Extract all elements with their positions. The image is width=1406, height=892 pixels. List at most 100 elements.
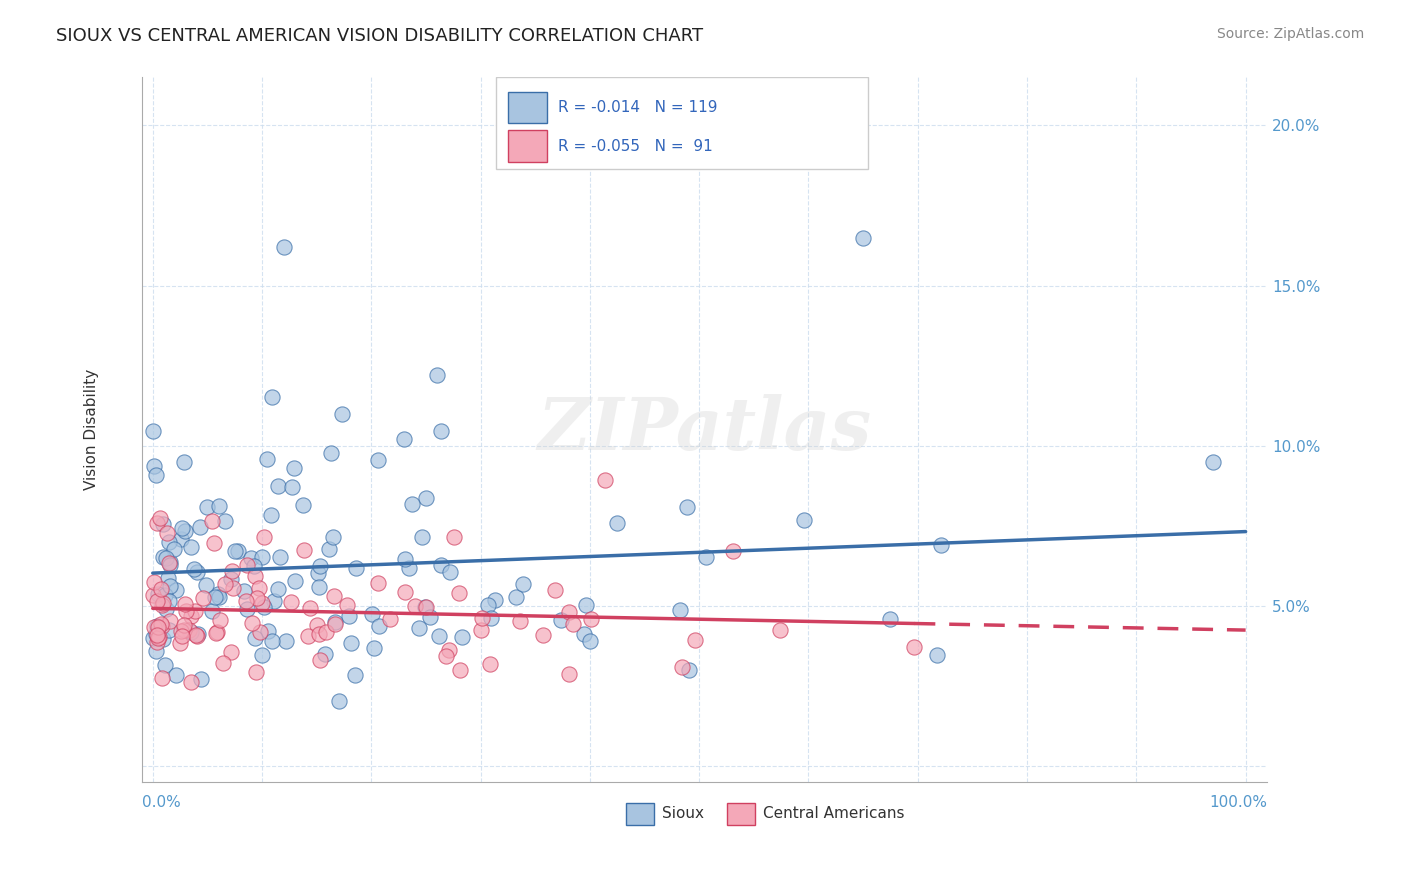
Point bbox=[174, 604, 197, 618]
Point bbox=[429, 558, 451, 572]
Point bbox=[180, 609, 202, 624]
FancyBboxPatch shape bbox=[496, 78, 868, 169]
Point bbox=[180, 624, 202, 639]
Point bbox=[344, 561, 367, 575]
Point bbox=[148, 620, 170, 634]
Point bbox=[595, 473, 617, 487]
Point bbox=[157, 624, 180, 638]
Point bbox=[769, 623, 792, 637]
Point bbox=[142, 424, 165, 438]
Point bbox=[245, 665, 267, 679]
Point bbox=[575, 598, 598, 612]
Point bbox=[240, 615, 263, 630]
Point bbox=[145, 467, 167, 482]
Point bbox=[149, 582, 172, 596]
Point bbox=[236, 601, 259, 615]
Point bbox=[321, 446, 343, 460]
Point bbox=[163, 541, 186, 556]
Point bbox=[169, 636, 191, 650]
Text: Sioux: Sioux bbox=[662, 806, 704, 822]
Point bbox=[339, 636, 361, 650]
Point bbox=[283, 460, 305, 475]
Point bbox=[505, 590, 527, 604]
Point bbox=[193, 591, 215, 606]
Point bbox=[204, 590, 226, 604]
Point bbox=[184, 604, 207, 618]
Point bbox=[437, 643, 460, 657]
Point bbox=[721, 543, 744, 558]
Point bbox=[308, 580, 330, 594]
Text: Vision Disability: Vision Disability bbox=[84, 369, 98, 491]
Point bbox=[479, 611, 502, 625]
Point bbox=[145, 635, 167, 649]
Point bbox=[367, 576, 389, 591]
Point bbox=[172, 629, 194, 643]
Point bbox=[243, 558, 266, 573]
Point bbox=[394, 585, 416, 599]
Point bbox=[143, 620, 166, 634]
FancyBboxPatch shape bbox=[626, 804, 654, 824]
Point bbox=[269, 550, 291, 565]
Point bbox=[308, 653, 330, 667]
Point bbox=[253, 530, 276, 544]
Point bbox=[146, 619, 169, 633]
Point bbox=[202, 536, 225, 550]
Point bbox=[150, 617, 173, 632]
Point bbox=[250, 596, 273, 610]
Point bbox=[174, 524, 197, 538]
Point bbox=[392, 433, 415, 447]
Point bbox=[512, 576, 534, 591]
Point bbox=[153, 658, 176, 673]
Point bbox=[879, 612, 901, 626]
Point bbox=[273, 240, 295, 254]
Point bbox=[308, 627, 330, 641]
Point bbox=[606, 516, 628, 530]
Point bbox=[145, 516, 167, 531]
Point bbox=[186, 565, 208, 579]
Point bbox=[344, 667, 367, 681]
Point bbox=[146, 587, 169, 601]
Point bbox=[367, 453, 389, 467]
Point bbox=[235, 594, 257, 608]
Point bbox=[793, 513, 815, 527]
Point bbox=[159, 615, 181, 629]
Point bbox=[337, 609, 360, 624]
FancyBboxPatch shape bbox=[508, 92, 547, 123]
Text: 0.0%: 0.0% bbox=[142, 795, 180, 810]
Point bbox=[190, 672, 212, 686]
Point bbox=[201, 514, 224, 528]
Point bbox=[401, 497, 423, 511]
Point bbox=[852, 230, 875, 244]
Text: ZIPatlas: ZIPatlas bbox=[537, 394, 872, 466]
Point bbox=[170, 521, 193, 535]
Point bbox=[222, 581, 245, 595]
Point bbox=[169, 532, 191, 546]
Point bbox=[447, 585, 470, 599]
Point bbox=[170, 624, 193, 638]
Point bbox=[509, 614, 531, 628]
Point bbox=[152, 596, 174, 610]
Point bbox=[257, 624, 280, 639]
Point bbox=[207, 587, 229, 601]
Point bbox=[142, 588, 165, 602]
Point bbox=[394, 552, 416, 566]
Point bbox=[669, 602, 692, 616]
Point bbox=[184, 628, 207, 642]
Point bbox=[186, 629, 208, 643]
Point bbox=[579, 612, 602, 626]
Point bbox=[205, 624, 228, 639]
Point bbox=[252, 648, 274, 662]
Point bbox=[531, 628, 554, 642]
Point bbox=[298, 601, 321, 615]
Point bbox=[929, 538, 952, 552]
Point bbox=[557, 605, 579, 619]
FancyBboxPatch shape bbox=[508, 130, 547, 162]
Point bbox=[267, 582, 290, 596]
Point bbox=[208, 591, 231, 605]
Point bbox=[449, 664, 471, 678]
Point bbox=[561, 617, 583, 632]
Point bbox=[219, 572, 242, 586]
Point bbox=[157, 535, 180, 549]
Point bbox=[328, 694, 350, 708]
Point bbox=[243, 569, 266, 583]
